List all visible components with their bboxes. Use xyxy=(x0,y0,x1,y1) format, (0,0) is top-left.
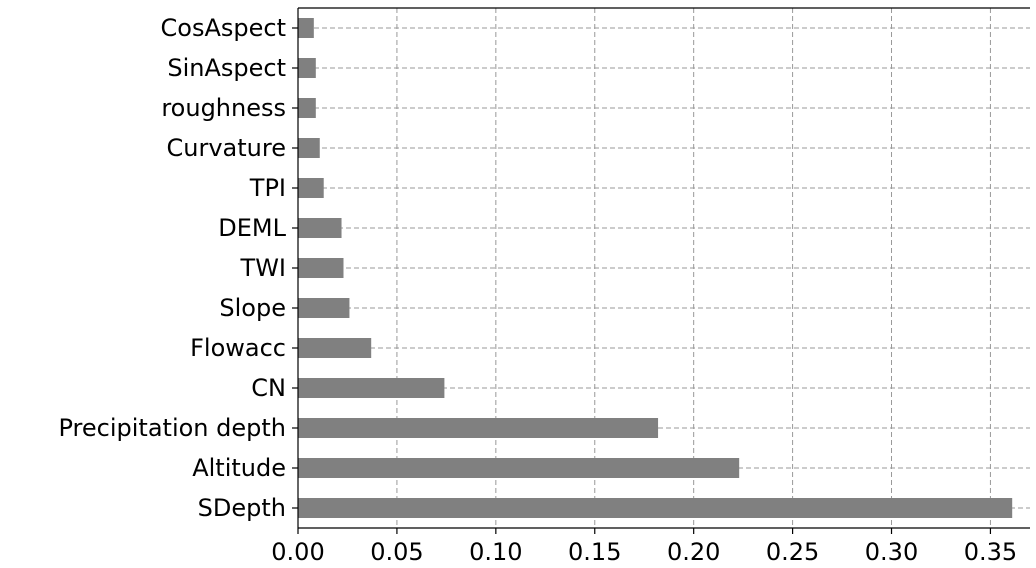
axes-layer xyxy=(297,7,1030,529)
y-tick-label: Precipitation depth xyxy=(59,414,287,442)
x-tick-label: 0.25 xyxy=(766,538,819,566)
y-tick-label: CosAspect xyxy=(161,14,286,42)
bar-curvature xyxy=(298,138,320,158)
bar-sdepth xyxy=(298,498,1013,518)
bar-tpi xyxy=(298,178,324,198)
y-tick-label: TPI xyxy=(249,174,286,202)
bar-cosaspect xyxy=(298,18,314,38)
grid-layer xyxy=(297,8,1030,528)
y-tick-label: CN xyxy=(251,374,286,402)
x-tick-label: 0.00 xyxy=(271,538,324,566)
bar-cn xyxy=(298,378,445,398)
bar-roughness xyxy=(298,98,316,118)
x-axis-ticks: 0.00 0.05 0.10 0.15 0.20 0.25 0.30 0.35 xyxy=(271,528,1017,566)
y-tick-label: Altitude xyxy=(192,454,286,482)
bar-altitude xyxy=(298,458,740,478)
y-tick-label: SinAspect xyxy=(167,54,286,82)
x-tick-label: 0.20 xyxy=(667,538,720,566)
bar-sinaspect xyxy=(298,58,316,78)
x-tick-label: 0.05 xyxy=(370,538,423,566)
y-tick-label: DEML xyxy=(218,214,286,242)
bars-layer xyxy=(298,18,1013,518)
x-tick-label: 0.30 xyxy=(865,538,918,566)
y-axis-ticks: CosAspect SinAspect roughness Curvature TPI D… xyxy=(59,14,298,522)
bar-slope xyxy=(298,298,350,318)
bar-deml xyxy=(298,218,342,238)
x-tick-label: 0.35 xyxy=(964,538,1017,566)
y-tick-label: SDepth xyxy=(198,494,286,522)
bar-flowacc xyxy=(298,338,372,358)
x-tick-label: 0.15 xyxy=(568,538,621,566)
bar-twi xyxy=(298,258,344,278)
y-tick-label: TWI xyxy=(240,254,286,282)
x-tick-label: 0.10 xyxy=(469,538,522,566)
y-tick-label: Slope xyxy=(219,294,286,322)
bar-precipitation-depth xyxy=(298,418,659,438)
y-tick-label: Curvature xyxy=(167,134,286,162)
y-tick-label: Flowacc xyxy=(190,334,286,362)
y-tick-label: roughness xyxy=(161,94,286,122)
